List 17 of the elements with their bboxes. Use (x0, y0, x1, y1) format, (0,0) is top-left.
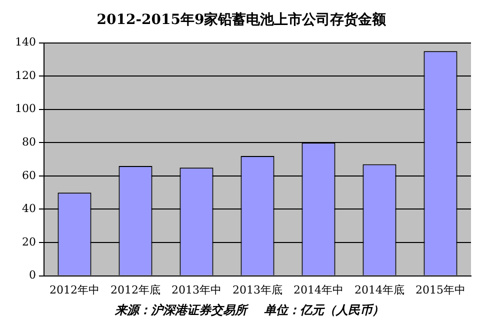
y-tick-label: 100 (14, 102, 36, 116)
x-tick-label: 2012年底 (110, 283, 160, 296)
x-tick-label: 2014年中 (294, 283, 344, 296)
chart-title: 2012-2015年9家铅蓄电池上市公司存货金额 (96, 11, 388, 28)
y-tick-label: 120 (14, 68, 36, 82)
x-tick-label: 2013年底 (232, 283, 282, 296)
y-tick-label: 20 (22, 235, 36, 248)
y-tick-label: 140 (14, 36, 36, 49)
x-tick-label: 2015年中 (416, 283, 466, 296)
x-tick-label: 2013年中 (171, 283, 222, 296)
y-tick-label: 60 (22, 168, 36, 182)
y-tick-label: 0 (28, 268, 36, 282)
y-tick-label: 40 (22, 202, 36, 216)
source-note: 来源：沪深港证券交易所 单位：亿元（人民币） (114, 302, 385, 319)
x-tick-label: 2012年中 (49, 283, 100, 296)
x-tick-label: 2014年底 (354, 283, 404, 296)
y-tick-label: 80 (22, 136, 36, 149)
